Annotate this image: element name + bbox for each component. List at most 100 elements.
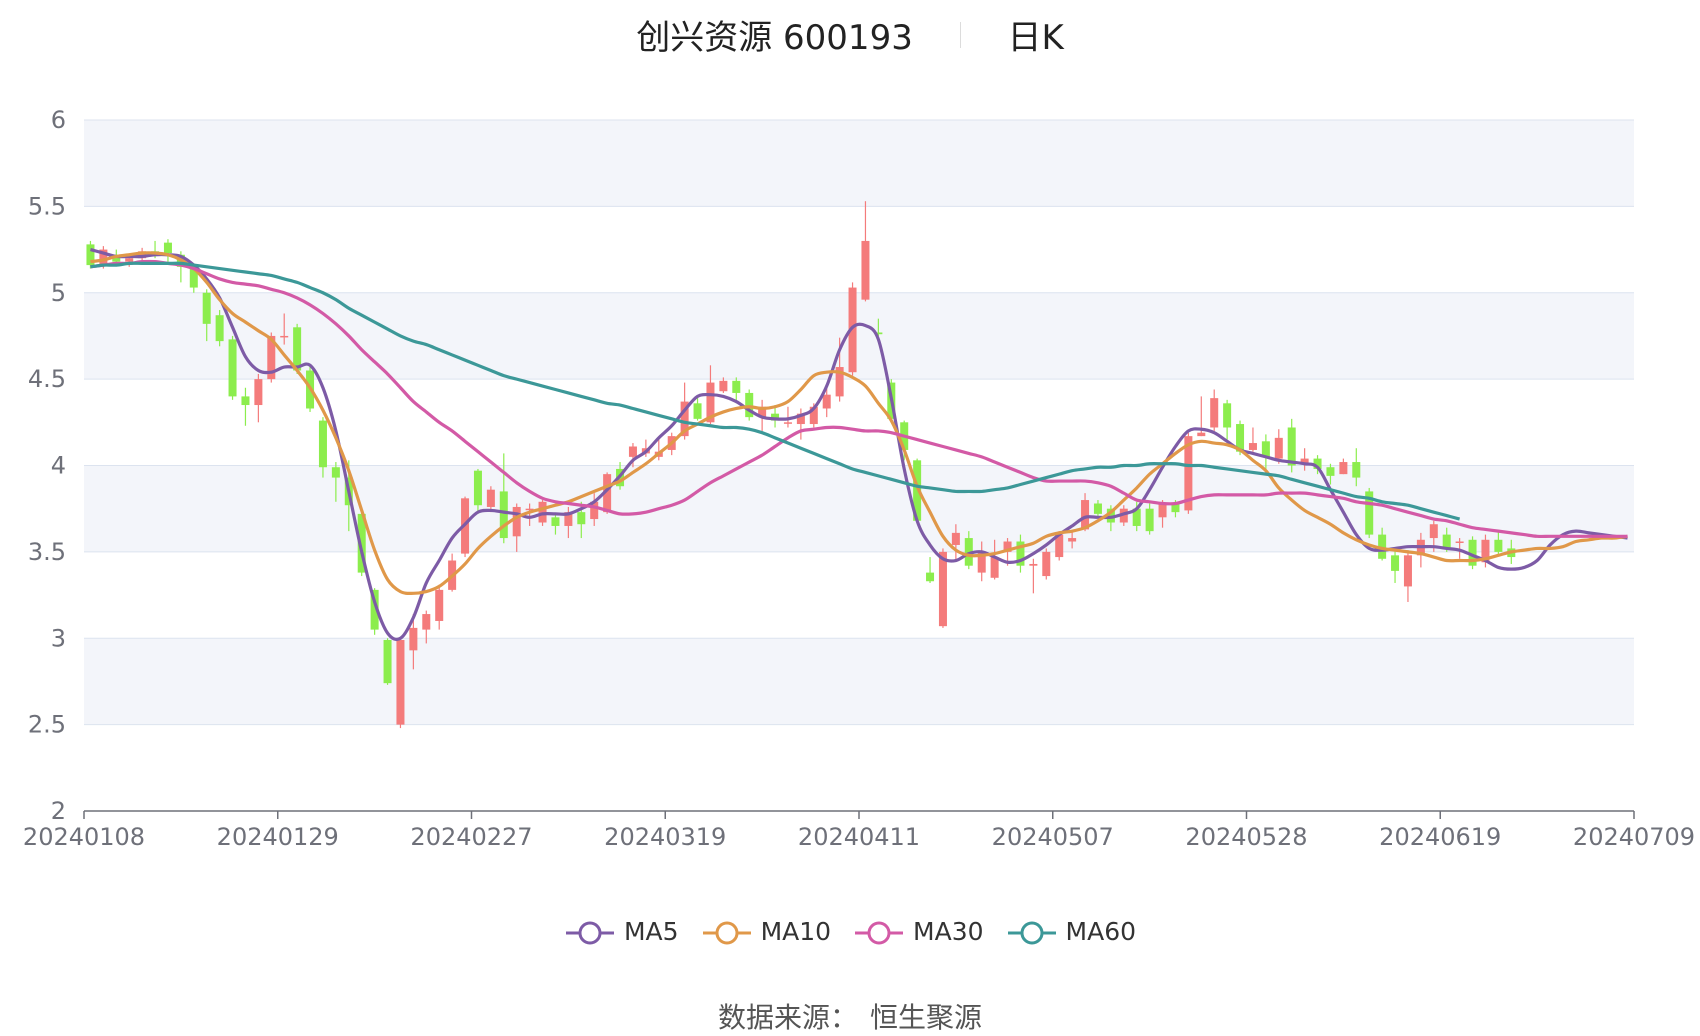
candle-body	[499, 491, 508, 539]
candle-body	[215, 315, 224, 342]
candle-body	[473, 470, 482, 506]
candle-body	[525, 508, 534, 511]
candle-body	[86, 244, 95, 266]
candle-body	[1429, 524, 1438, 539]
ma-line-ma5	[90, 248, 1628, 641]
candle-body	[138, 251, 147, 259]
source-value: 恒生聚源	[870, 1001, 983, 1034]
legend-marker-icon	[855, 921, 904, 945]
x-tick-label: 20240619	[1379, 823, 1501, 851]
candle-body	[551, 517, 560, 526]
candle-body	[758, 406, 767, 418]
candle-body	[990, 557, 999, 578]
candle-body	[938, 551, 947, 627]
candle-body	[577, 512, 586, 525]
candle-body	[1197, 432, 1206, 437]
candle-body	[1093, 503, 1102, 514]
candle-body	[1236, 424, 1245, 452]
candle-body	[1042, 551, 1051, 577]
y-tick-label: 3.5	[28, 538, 66, 566]
candle-body	[1442, 534, 1451, 549]
candle-body	[1119, 508, 1128, 523]
x-tick-label: 20240227	[410, 823, 532, 851]
candle-body	[874, 332, 883, 335]
ma-line-ma30	[90, 259, 1628, 539]
candle-body	[796, 413, 805, 425]
candle-body	[1029, 563, 1038, 566]
y-tick-label: 5	[51, 279, 66, 307]
candle-body	[396, 639, 405, 725]
candle-body	[1210, 398, 1219, 428]
candle-body	[861, 240, 870, 300]
y-tick-label: 6	[51, 106, 66, 134]
plot-band	[84, 120, 1634, 207]
x-tick-label: 20240507	[992, 823, 1114, 851]
candle-body	[1158, 503, 1167, 518]
candle-body	[293, 327, 302, 371]
candle-body	[1378, 534, 1387, 559]
candle-body	[1300, 458, 1309, 464]
legend-item-ma60[interactable]: MA60	[1006, 917, 1136, 947]
candle-body	[1081, 500, 1090, 530]
legend-marker-icon	[565, 921, 614, 945]
plot-band	[84, 292, 1634, 380]
candle-body	[1171, 503, 1180, 513]
candle-body	[1132, 508, 1141, 526]
x-tick-label: 20240129	[217, 823, 339, 851]
candle-body	[693, 403, 702, 419]
candle-body	[1391, 555, 1400, 571]
legend-label: MA5	[623, 917, 679, 946]
chart-title-bar: 创兴资源 600193 日K	[0, 10, 1700, 59]
candle-body	[331, 467, 340, 478]
candle-body	[822, 394, 831, 409]
candle-body	[228, 339, 237, 397]
y-tick-label: 3	[51, 624, 66, 652]
candle-body	[1339, 462, 1348, 475]
source-label: 数据来源：	[717, 1001, 858, 1034]
x-tick-label: 20240709	[1573, 823, 1695, 851]
candle-body	[1352, 462, 1361, 478]
candle-body	[241, 396, 250, 406]
candle-body	[1145, 508, 1154, 532]
x-tick-label: 20240528	[1185, 823, 1307, 851]
x-tick-label: 20240108	[23, 823, 145, 851]
candle-body	[590, 501, 599, 520]
candle-body	[719, 380, 728, 392]
candle-body	[1326, 467, 1335, 476]
candle-body	[163, 242, 172, 254]
candle-body	[771, 413, 780, 421]
candle-body	[680, 401, 689, 437]
title-separator	[959, 21, 961, 48]
plot-band	[84, 465, 1634, 552]
candle-body	[706, 382, 715, 423]
candle-body	[1248, 443, 1257, 450]
candle-body	[1106, 508, 1115, 523]
candle-body	[422, 614, 431, 630]
y-tick-label: 2	[51, 797, 66, 825]
candle-body	[254, 379, 263, 406]
y-tick-label: 4.5	[28, 365, 66, 393]
candle-body	[1365, 491, 1374, 535]
candle-body	[1261, 441, 1270, 457]
candle-body	[1287, 427, 1296, 466]
y-tick-label: 5.5	[28, 192, 66, 220]
candle-body	[267, 335, 276, 380]
x-tick-label: 20240411	[798, 823, 920, 851]
candle-body	[409, 627, 418, 651]
candle-body	[913, 460, 922, 521]
candle-body	[835, 367, 844, 397]
candle-body	[435, 589, 444, 621]
ma-line-ma10	[90, 251, 1628, 595]
legend-item-ma30[interactable]: MA30	[853, 917, 984, 947]
candle-body	[1403, 555, 1412, 587]
legend-item-ma5[interactable]: MA5	[564, 917, 679, 947]
candle-body	[1468, 539, 1477, 566]
candle-body	[1055, 534, 1064, 558]
candle-body	[512, 506, 521, 537]
candle-body	[280, 335, 289, 338]
legend: MA5 MA10 MA30 MA60	[0, 917, 1700, 947]
candle-body	[628, 446, 637, 457]
legend-item-ma10[interactable]: MA10	[701, 917, 831, 947]
candle-body	[603, 474, 612, 513]
candle-body	[732, 380, 741, 393]
